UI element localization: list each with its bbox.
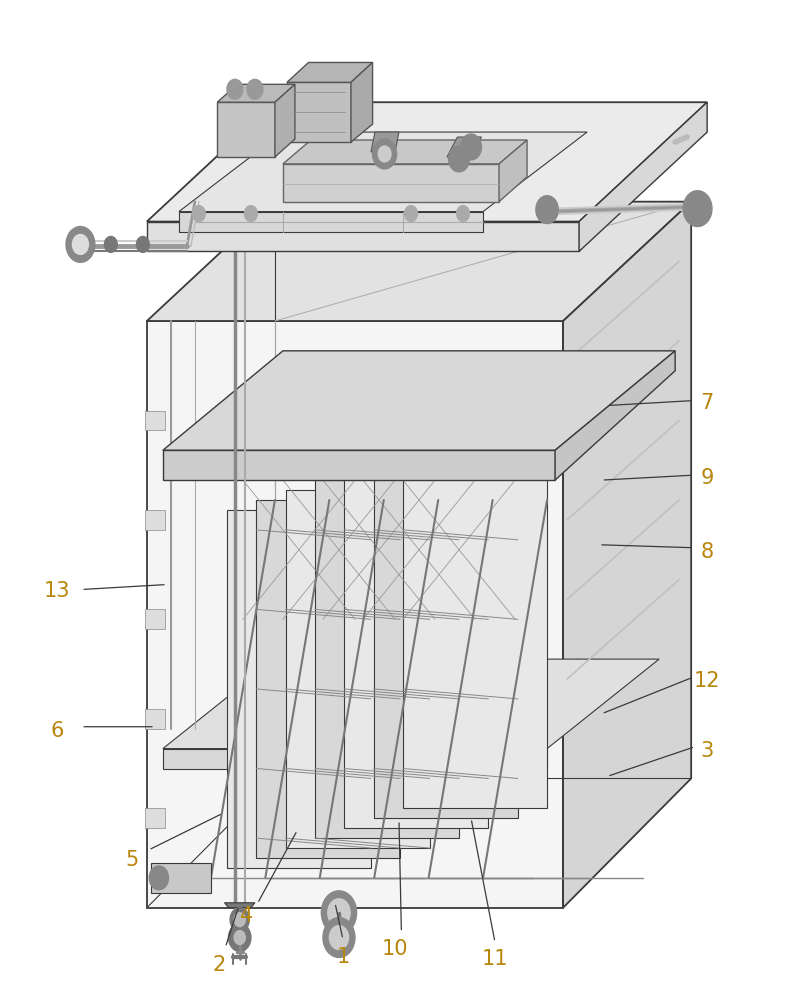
Circle shape	[247, 79, 263, 99]
Bar	[145, 709, 165, 729]
Text: 2: 2	[212, 955, 226, 975]
Polygon shape	[579, 102, 707, 251]
Circle shape	[227, 79, 243, 99]
Circle shape	[193, 206, 206, 222]
Polygon shape	[287, 62, 372, 82]
Polygon shape	[227, 510, 371, 868]
Circle shape	[322, 891, 356, 935]
Text: 1: 1	[336, 947, 350, 967]
Polygon shape	[163, 749, 547, 768]
Polygon shape	[147, 321, 563, 908]
Text: 10: 10	[382, 939, 409, 959]
Circle shape	[230, 908, 249, 932]
Circle shape	[149, 866, 168, 890]
Polygon shape	[285, 490, 430, 848]
Polygon shape	[283, 164, 499, 202]
Polygon shape	[315, 480, 459, 838]
Polygon shape	[447, 137, 481, 157]
Text: 6: 6	[51, 721, 64, 741]
Circle shape	[449, 146, 469, 172]
Polygon shape	[555, 351, 675, 480]
Circle shape	[323, 918, 355, 957]
Circle shape	[234, 913, 245, 927]
Bar	[145, 410, 165, 430]
Polygon shape	[147, 202, 692, 321]
Polygon shape	[287, 82, 351, 142]
Polygon shape	[351, 62, 372, 142]
Circle shape	[244, 206, 257, 222]
Polygon shape	[218, 102, 275, 157]
Circle shape	[536, 196, 559, 224]
Circle shape	[405, 206, 418, 222]
Circle shape	[234, 931, 245, 945]
Polygon shape	[179, 132, 587, 212]
Text: 13: 13	[44, 581, 70, 601]
Text: 5: 5	[126, 850, 139, 870]
Polygon shape	[563, 202, 692, 908]
Circle shape	[683, 191, 712, 227]
Text: 4: 4	[240, 906, 254, 926]
Polygon shape	[256, 500, 401, 858]
Circle shape	[105, 236, 117, 252]
Text: 12: 12	[694, 671, 721, 691]
Polygon shape	[374, 460, 517, 818]
Polygon shape	[499, 140, 527, 202]
Text: 7: 7	[700, 393, 714, 413]
Circle shape	[378, 146, 391, 162]
Polygon shape	[163, 450, 555, 480]
Circle shape	[136, 236, 149, 252]
Polygon shape	[371, 132, 399, 152]
Polygon shape	[225, 903, 255, 908]
Polygon shape	[344, 470, 488, 828]
Circle shape	[461, 134, 481, 160]
Circle shape	[66, 227, 95, 262]
Bar	[145, 510, 165, 530]
Text: 9: 9	[700, 468, 714, 488]
Circle shape	[328, 899, 350, 927]
Text: 11: 11	[482, 949, 509, 969]
Circle shape	[229, 924, 251, 951]
Bar	[145, 609, 165, 629]
Text: 3: 3	[700, 741, 714, 761]
Circle shape	[330, 926, 348, 949]
Polygon shape	[283, 140, 527, 164]
Circle shape	[73, 234, 89, 254]
Circle shape	[372, 139, 397, 169]
Text: 8: 8	[700, 542, 714, 562]
Polygon shape	[275, 84, 295, 157]
Polygon shape	[179, 212, 483, 232]
Polygon shape	[163, 351, 675, 450]
Polygon shape	[163, 659, 659, 749]
Polygon shape	[147, 222, 579, 251]
Polygon shape	[147, 102, 707, 222]
Polygon shape	[218, 84, 295, 102]
Circle shape	[457, 206, 469, 222]
Polygon shape	[151, 863, 211, 893]
Polygon shape	[403, 450, 547, 808]
Bar	[145, 808, 165, 828]
